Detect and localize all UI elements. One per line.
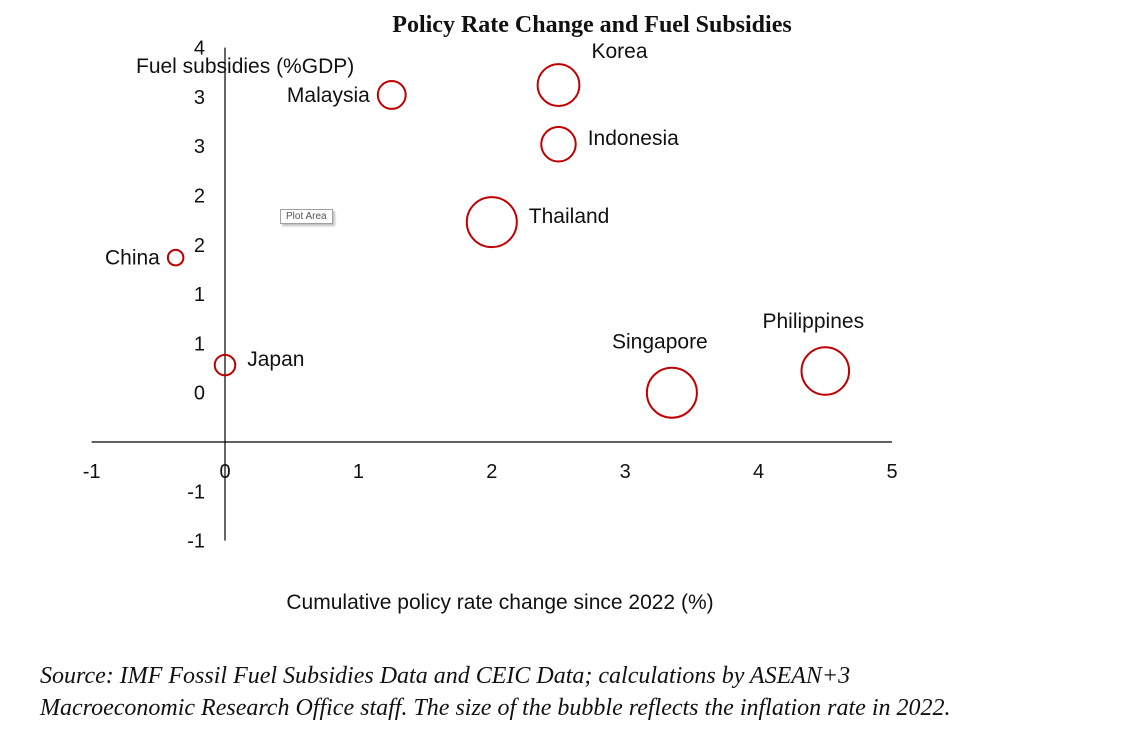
plot-area-tooltip: Plot Area — [280, 209, 333, 224]
x-tick-label: 4 — [753, 461, 764, 483]
bubble-label-thailand: Thailand — [529, 205, 610, 228]
x-tick-label: 1 — [353, 461, 364, 483]
axes — [91, 47, 892, 541]
x-tick-label: 5 — [886, 461, 897, 483]
x-tick-label: 3 — [620, 461, 631, 483]
bubble-malaysia — [376, 79, 407, 110]
bubble-chart: -1 0 1 2 3 4 5 4 3 3 2 2 1 1 0 -1 -1 Malaysia Korea Indon… — [83, 38, 898, 614]
bubble-label-china: China — [105, 247, 160, 270]
y-tick-label: -1 — [187, 531, 205, 553]
y-tick-label: 3 — [194, 136, 205, 158]
y-tick-label: 4 — [194, 38, 205, 60]
x-tick-labels: -1 0 1 2 3 4 5 — [83, 461, 898, 483]
source-line-1: Source: IMF Fossil Fuel Subsidies Data a… — [40, 663, 851, 689]
bubbles: Malaysia Korea Indonesia Thailand China Japan… — [105, 40, 865, 419]
bubble-label-philippines: Philippines — [763, 310, 865, 333]
y-tick-label: 3 — [194, 87, 205, 109]
y-axis-title: Fuel subsidies (%GDP) — [136, 55, 354, 78]
bubble-indonesia — [540, 126, 577, 163]
x-tick-label: 0 — [219, 461, 230, 483]
bubble-thailand — [465, 196, 518, 249]
bubble-label-korea: Korea — [592, 40, 648, 63]
bubble-label-singapore: Singapore — [612, 331, 708, 354]
y-tick-label: 2 — [194, 235, 205, 257]
bubble-japan — [213, 353, 237, 377]
bubble-china — [166, 248, 185, 267]
bubble-label-japan: Japan — [247, 348, 304, 371]
y-tick-label: 2 — [194, 186, 205, 208]
source-note: Source: IMF Fossil Fuel Subsidies Data a… — [40, 660, 1130, 724]
bubble-korea — [536, 63, 581, 107]
bubble-label-malaysia: Malaysia — [287, 84, 370, 107]
bubble-singapore — [645, 366, 698, 419]
y-tick-label: 1 — [194, 333, 205, 355]
x-tick-label: 2 — [486, 461, 497, 483]
x-axis-title: Cumulative policy rate change since 2022… — [286, 591, 713, 614]
y-tick-label: 0 — [194, 383, 205, 405]
x-tick-label: -1 — [83, 461, 101, 483]
bubble-philippines — [800, 346, 851, 396]
y-tick-label: 1 — [194, 284, 205, 306]
chart-title: Policy Rate Change and Fuel Subsidies — [392, 12, 792, 38]
source-line-2: Macroeconomic Research Office staff. The… — [40, 695, 951, 721]
bubble-label-indonesia: Indonesia — [588, 127, 679, 150]
y-tick-label: -1 — [187, 481, 205, 503]
y-tick-labels: 4 3 3 2 2 1 1 0 -1 -1 — [187, 38, 205, 553]
